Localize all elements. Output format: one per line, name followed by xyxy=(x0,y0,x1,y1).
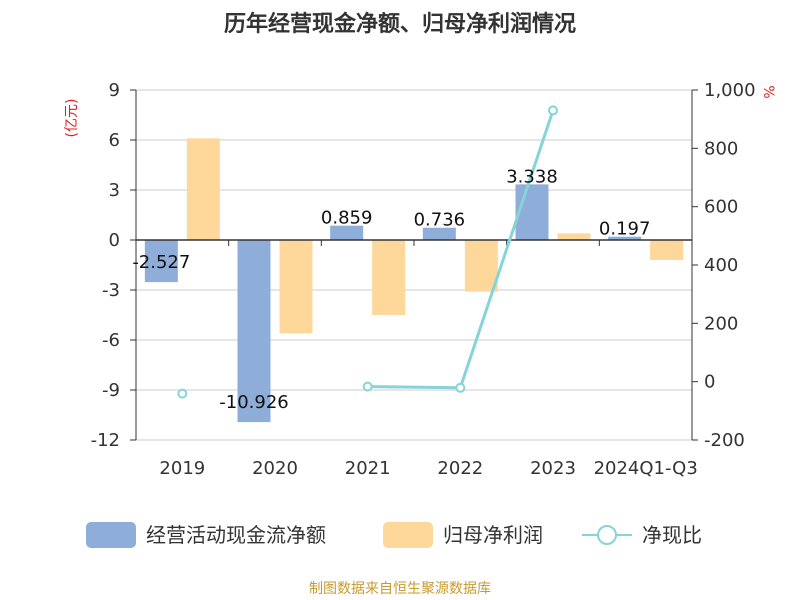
legend-swatch xyxy=(383,522,433,548)
line-point xyxy=(177,388,188,399)
line-point xyxy=(548,105,558,116)
bar xyxy=(186,138,220,240)
bar xyxy=(464,240,498,292)
right-tick-label: -200 xyxy=(704,430,745,451)
bar xyxy=(144,240,178,283)
bar xyxy=(372,240,406,315)
data-labels: -2.527 -10.926 0.859 0.736 3.338 0.197 xyxy=(132,166,650,413)
right-axis-unit: % xyxy=(760,85,776,98)
left-tick-label: -12 xyxy=(91,430,120,451)
ratio-line xyxy=(177,105,558,399)
data-label: 0.197 xyxy=(599,219,651,240)
data-label: -10.926 xyxy=(219,392,288,413)
right-tick-label: 600 xyxy=(704,197,738,218)
right-tick-label: 200 xyxy=(704,313,738,334)
bar xyxy=(330,225,364,240)
left-tick-label: -3 xyxy=(102,280,120,301)
left-tick-label: -9 xyxy=(102,380,120,401)
left-tick-label: 3 xyxy=(109,180,120,201)
left-axis-unit: (亿元) xyxy=(64,99,80,138)
data-label: -2.527 xyxy=(132,252,190,273)
right-tick-label: 800 xyxy=(704,138,738,159)
legend-label: 净现比 xyxy=(642,523,702,547)
data-label: 0.736 xyxy=(414,210,466,231)
legend: 经营活动现金流净额 归母净利润 净现比 xyxy=(86,522,702,548)
bar xyxy=(557,233,591,240)
legend-swatch xyxy=(86,522,136,548)
tick-labels: 9 6 3 0 -3 -6 -9 -12 1,000 800 600 400 200 0 -200 2019 2… xyxy=(91,80,756,479)
bars xyxy=(144,138,684,423)
line-segment xyxy=(458,109,555,389)
axes xyxy=(130,89,698,441)
bar xyxy=(237,240,271,423)
right-tick-label: 400 xyxy=(704,255,738,276)
legend-label: 归母净利润 xyxy=(443,523,543,547)
data-label: 3.338 xyxy=(506,166,558,187)
right-tick-label: 1,000 xyxy=(704,80,756,101)
category-label: 2021 xyxy=(345,458,391,479)
bar xyxy=(279,240,313,334)
legend-marker xyxy=(597,525,617,545)
line-point xyxy=(455,382,466,393)
bar xyxy=(650,240,684,260)
bar xyxy=(608,236,642,240)
chart-title: 历年经营现金净额、归母净利润情况 xyxy=(223,12,576,37)
line-segment xyxy=(367,385,461,390)
data-label: 0.859 xyxy=(321,208,373,229)
left-tick-label: 0 xyxy=(109,230,120,251)
category-label: 2019 xyxy=(159,458,205,479)
bar xyxy=(422,227,456,240)
right-tick-label: 0 xyxy=(704,372,715,393)
bar xyxy=(515,184,549,240)
category-label: 2024Q1-Q3 xyxy=(594,458,698,479)
category-label: 2022 xyxy=(437,458,483,479)
left-tick-label: 6 xyxy=(109,130,120,151)
line-point xyxy=(362,381,373,392)
legend-label: 经营活动现金流净额 xyxy=(146,523,326,547)
category-label: 2023 xyxy=(530,458,576,479)
grid-lines xyxy=(136,89,692,441)
source-note: 制图数据来自恒生聚源数据库 xyxy=(309,581,491,597)
category-label: 2020 xyxy=(252,458,298,479)
left-tick-label: -6 xyxy=(102,330,120,351)
left-tick-label: 9 xyxy=(109,80,120,101)
